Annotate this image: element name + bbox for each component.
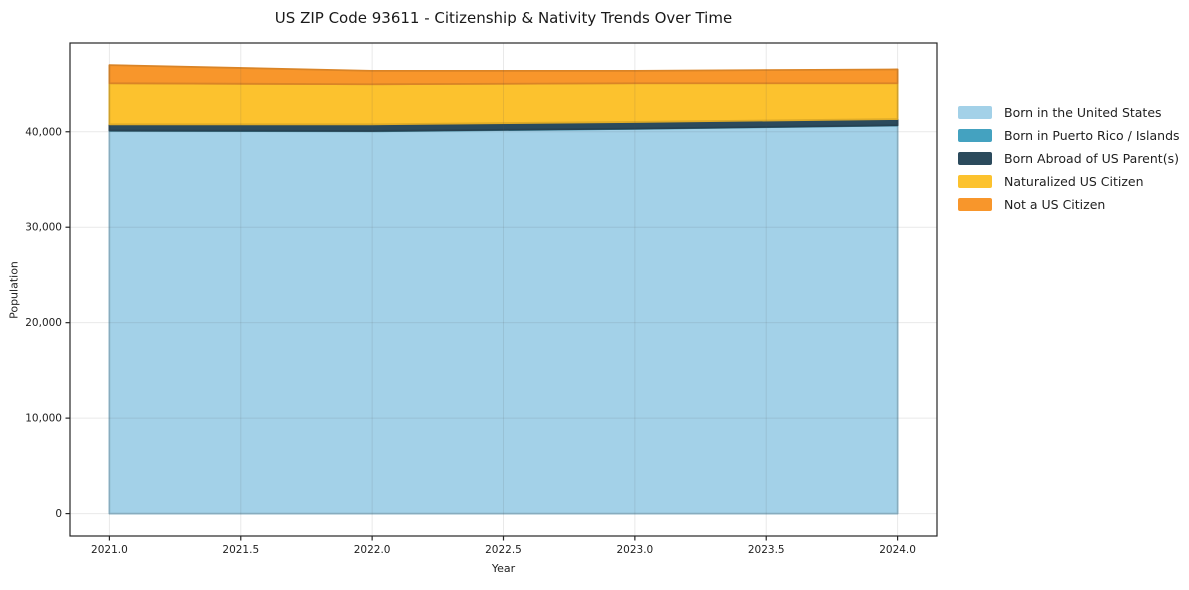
x-tick-label: 2023.5 xyxy=(748,544,785,556)
legend-swatch-born-abroad xyxy=(958,152,992,165)
x-tick-label: 2024.0 xyxy=(879,544,916,556)
y-tick-label: 30,000 xyxy=(25,222,62,234)
y-axis-label: Population xyxy=(7,261,21,319)
x-tick-label: 2023.0 xyxy=(616,544,653,556)
legend-swatch-not-citizen xyxy=(958,198,992,211)
legend-label: Born in Puerto Rico / Islands xyxy=(1004,128,1180,143)
legend: Born in the United States Born in Puerto… xyxy=(958,101,1180,216)
x-tick-label: 2021.5 xyxy=(222,544,259,556)
x-tick-label: 2022.5 xyxy=(485,544,522,556)
chart-title: US ZIP Code 93611 - Citizenship & Nativi… xyxy=(274,9,733,27)
legend-item-born-puerto-rico: Born in Puerto Rico / Islands xyxy=(958,124,1180,147)
legend-label: Naturalized US Citizen xyxy=(1004,174,1144,189)
y-tick-label: 0 xyxy=(55,508,62,520)
area-series-4 xyxy=(108,64,899,86)
y-tick-label: 20,000 xyxy=(25,317,62,329)
legend-item-born-abroad: Born Abroad of US Parent(s) xyxy=(958,147,1180,170)
legend-item-naturalized: Naturalized US Citizen xyxy=(958,170,1180,193)
legend-label: Born in the United States xyxy=(1004,105,1162,120)
legend-label: Not a US Citizen xyxy=(1004,197,1106,212)
legend-label: Born Abroad of US Parent(s) xyxy=(1004,151,1179,166)
x-tick-label: 2021.0 xyxy=(91,544,128,556)
legend-swatch-naturalized xyxy=(958,175,992,188)
x-tick-label: 2022.0 xyxy=(354,544,391,556)
legend-item-not-citizen: Not a US Citizen xyxy=(958,193,1180,216)
x-axis-label: Year xyxy=(491,562,516,575)
y-tick-label: 10,000 xyxy=(25,413,62,425)
legend-swatch-born-puerto-rico xyxy=(958,129,992,142)
legend-item-born-in-us: Born in the United States xyxy=(958,101,1180,124)
legend-swatch-born-in-us xyxy=(958,106,992,119)
y-tick-label: 40,000 xyxy=(25,126,62,138)
